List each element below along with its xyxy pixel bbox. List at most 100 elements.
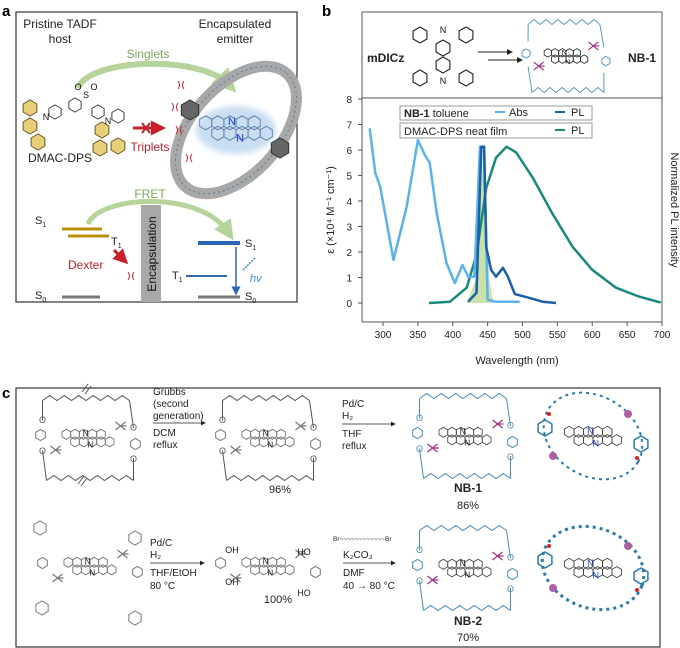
ring (270, 137, 290, 159)
tert-butyl-group (52, 573, 64, 583)
ring (601, 55, 611, 67)
tert-butyl-group (587, 41, 600, 51)
oxygen-label: O (74, 82, 81, 92)
host-title-line2: host (49, 32, 72, 46)
dexter-label: Dexter (68, 258, 103, 272)
step3-reagent-1: Pd/C (150, 538, 172, 549)
ring (611, 566, 623, 579)
ring (128, 530, 142, 546)
tether (506, 398, 511, 427)
x-tick-label: 650 (619, 330, 636, 341)
y-tick-label: 6 (346, 146, 352, 157)
ring (130, 437, 141, 451)
ring (473, 566, 483, 578)
bottom-alkyl-loop (423, 472, 511, 480)
ring (111, 108, 125, 124)
x-tick-label: 400 (444, 330, 461, 341)
legend-row1-label: NB-1 toluene (404, 108, 469, 120)
ring (583, 434, 594, 447)
ring (276, 564, 286, 576)
ring (284, 564, 295, 576)
ring (250, 436, 260, 448)
x-axis-title: Wavelength (nm) (475, 355, 558, 367)
legend: NB-1 toluene Abs PL DMAC-DPS neat film P… (399, 105, 593, 139)
ring (447, 566, 457, 578)
blocked-bracket-icon (185, 153, 193, 163)
oxygen-label: O (416, 545, 423, 555)
ring (35, 600, 49, 616)
nitrogen-label: N (85, 557, 91, 566)
nitrogen-label: N (593, 438, 599, 448)
tert-butyl-group (427, 443, 439, 453)
ring (458, 69, 474, 87)
tert-butyl-group (295, 549, 307, 559)
step2-condition-1: THF (342, 429, 361, 440)
y-axis-title: ε (×10⁴ M⁻¹ cm⁻¹) (325, 166, 337, 254)
ring (241, 428, 252, 440)
ring (241, 556, 252, 568)
ring (180, 99, 200, 121)
step1-reagent-2: (second (153, 399, 189, 410)
ring (276, 556, 286, 568)
ring (573, 425, 584, 438)
legend-pl-label: PL (571, 107, 584, 119)
fret-arrow (85, 198, 234, 241)
ring (464, 426, 475, 438)
nitrogen-label: N (587, 558, 593, 568)
ring (87, 428, 98, 440)
nitrogen-label: N (593, 570, 599, 580)
ring (438, 558, 449, 570)
series-dmac-dps-neat-film-pl (428, 145, 661, 305)
bottom-alkyl-loop (226, 474, 314, 482)
photon-arrow (242, 257, 256, 271)
tert-butyl-atoms (549, 584, 557, 592)
ring (481, 566, 492, 578)
nitrogen-label: N (228, 116, 236, 128)
ring (435, 56, 451, 74)
ring (98, 556, 108, 568)
ring (22, 99, 38, 117)
nitrogen-label: N (89, 569, 95, 578)
oxygen-atom (547, 544, 551, 548)
step3-condition-1: THF/EtOH (150, 568, 197, 579)
blocked-cross-icon (141, 122, 151, 134)
oxygen-label: O (416, 444, 423, 454)
tert-butyl-group (492, 419, 504, 429)
singlet-transfer-arrow (75, 60, 237, 93)
ring (61, 428, 72, 440)
ring (215, 428, 226, 442)
host-name-label: DMAC-DPS (28, 151, 92, 165)
ring (633, 567, 649, 585)
ring (412, 558, 423, 572)
step1-reagent-3: generation) (153, 411, 204, 422)
x-tick-label: 300 (375, 330, 392, 341)
singlets-label: Singlets (127, 47, 170, 61)
ring (543, 48, 552, 58)
product2-yield: 70% (457, 632, 479, 644)
ring (633, 435, 649, 453)
nitrogen-label: N (464, 571, 470, 580)
top-alkyl-loop (222, 394, 310, 402)
nitrogen-label: N (263, 429, 269, 438)
ring (563, 425, 575, 438)
nitrogen-label: N (263, 557, 269, 566)
y-tick-label: 3 (346, 223, 352, 234)
nitrogen-label: N (267, 441, 273, 450)
emitter-title-line2: emitter (217, 32, 254, 46)
ring (267, 428, 278, 440)
ring (92, 139, 108, 157)
tether (42, 450, 47, 481)
ring (572, 48, 581, 58)
tert-butyl-group (115, 421, 127, 431)
step1-reagent-1: Grubbs (153, 387, 186, 398)
hv-label: hv (250, 273, 263, 285)
tert-butyl-group (492, 551, 504, 561)
oxygen-label: O (219, 415, 226, 425)
panel-c-frame (15, 387, 661, 648)
panel-a: Pristine TADF host Encapsulated emitter … (15, 11, 302, 305)
panel-label-a: a (2, 3, 11, 20)
nitrogen-label: N (562, 49, 567, 56)
ring (580, 54, 589, 64)
step3-yield: 100% (264, 594, 292, 606)
ring (583, 566, 594, 579)
